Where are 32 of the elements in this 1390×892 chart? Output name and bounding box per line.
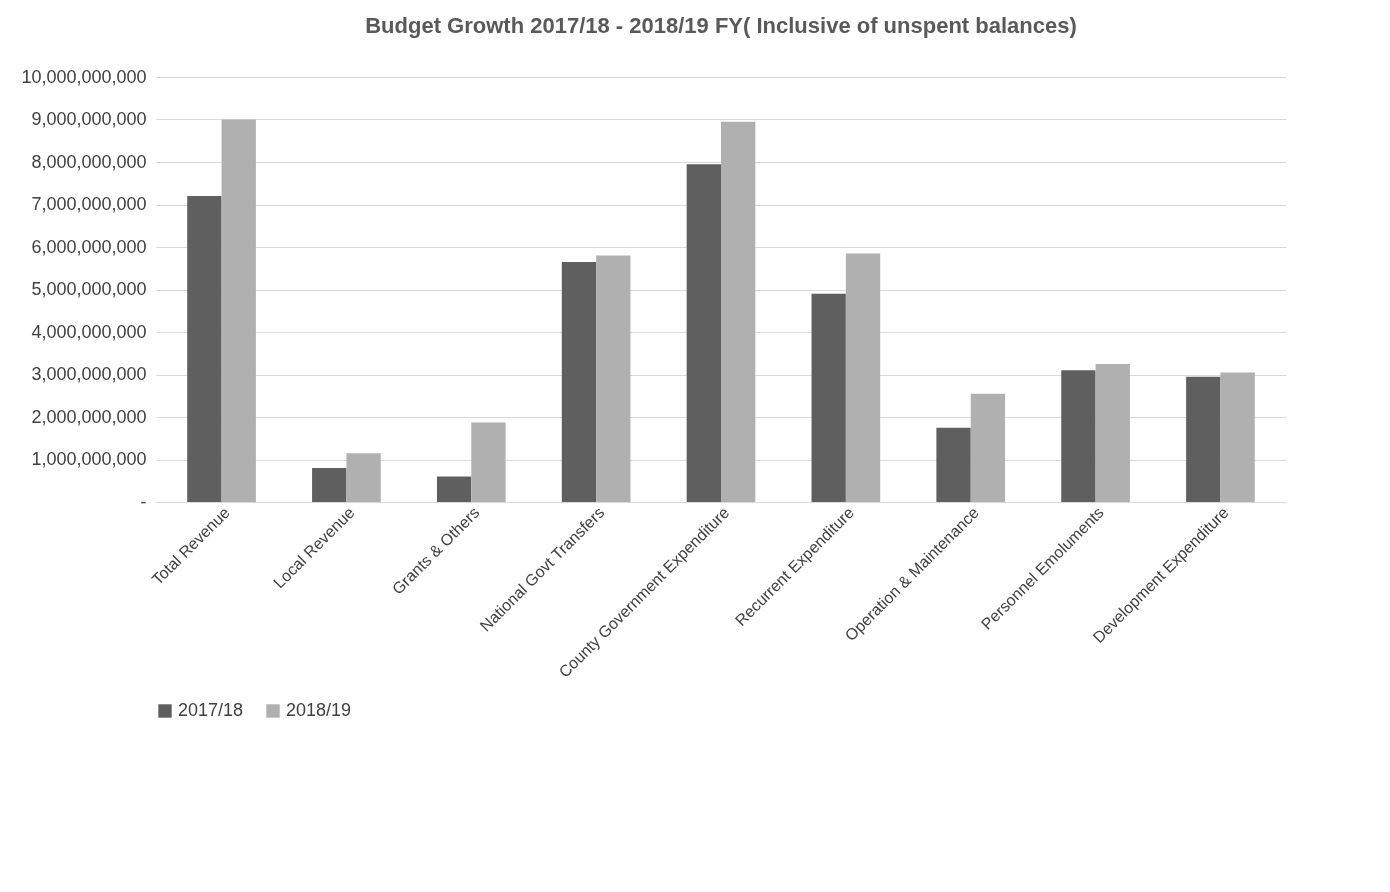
- bar: [187, 196, 222, 502]
- bar: [811, 293, 846, 502]
- bar: [346, 453, 381, 502]
- y-tick-label: 4,000,000,000: [31, 321, 147, 342]
- bar: [596, 255, 631, 502]
- bar: [686, 164, 721, 502]
- bar: [721, 121, 756, 502]
- y-tick-label: 8,000,000,000: [31, 151, 147, 172]
- bar: [1220, 372, 1255, 502]
- bar: [221, 119, 256, 502]
- y-tick-label: -: [140, 491, 147, 512]
- y-tick-label: 5,000,000,000: [31, 279, 147, 299]
- bar: [970, 393, 1006, 502]
- bar: [471, 422, 506, 502]
- bar: [561, 261, 597, 502]
- y-tick-label: 7,000,000,000: [31, 194, 147, 214]
- y-tick-label: 10,000,000,000: [21, 66, 147, 87]
- bar: [312, 468, 347, 502]
- legend-label: 2017/18: [178, 700, 244, 720]
- y-tick-label: 9,000,000,000: [31, 109, 147, 129]
- bar: [936, 427, 971, 502]
- bar: [845, 253, 881, 502]
- bar: [1061, 370, 1096, 502]
- y-tick-label: 6,000,000,000: [31, 236, 147, 257]
- y-tick-label: 2,000,000,000: [31, 406, 147, 427]
- bar: [1095, 363, 1130, 502]
- bar: [1186, 376, 1221, 502]
- chart-title: Budget Growth 2017/18 - 2018/19 FY( Inclusive of unspent balances): [365, 13, 1077, 38]
- y-tick-label: 1,000,000,000: [31, 449, 147, 469]
- legend-label: 2018/19: [286, 700, 352, 720]
- y-tick-label: 3,000,000,000: [31, 364, 147, 384]
- bar: [436, 476, 472, 502]
